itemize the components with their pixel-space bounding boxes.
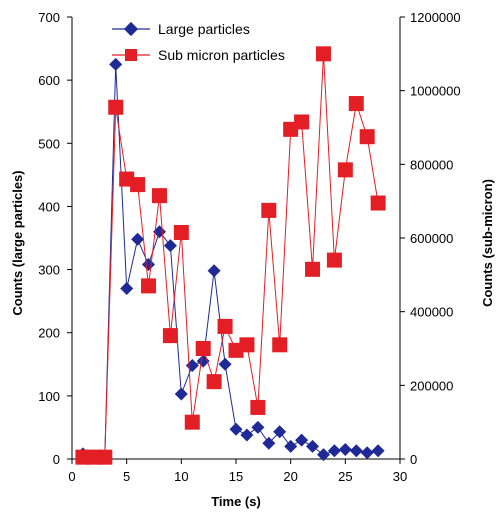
data-point-large-particles (306, 439, 319, 453)
data-point-sub-micron-particles (151, 188, 167, 204)
data-point-large-particles (262, 436, 276, 450)
y-right-axis-title: Counts (sub-micron) (480, 179, 495, 307)
y-left-tick-label: 400 (38, 199, 60, 214)
y-right-tick-label: 1200000 (410, 10, 461, 25)
data-point-sub-micron-particles (206, 374, 222, 390)
data-point-sub-micron-particles (261, 202, 277, 218)
data-point-large-particles (174, 387, 188, 401)
data-point-sub-micron-particles (294, 114, 310, 130)
data-point-large-particles (327, 444, 341, 458)
x-tick-label: 5 (123, 469, 130, 484)
data-point-large-particles (207, 264, 221, 278)
tick-labels: 0 5 10 15 20 25 300100200300400500600700020000… (38, 10, 460, 484)
data-point-sub-micron-particles (337, 162, 353, 178)
data-point-sub-micron-particles (315, 46, 331, 62)
legend-marker-large-particles (123, 21, 139, 37)
data-point-sub-micron-particles (141, 278, 157, 294)
y-left-tick-label: 300 (38, 263, 60, 278)
x-tick-label: 10 (174, 469, 188, 484)
y-right-tick-label: 400000 (410, 305, 453, 320)
data-point-large-particles (142, 258, 155, 271)
data-point-large-particles (163, 239, 177, 253)
x-tick-label: 20 (283, 469, 297, 484)
data-point-large-particles (371, 444, 385, 458)
data-point-large-particles (218, 357, 232, 371)
data-point-large-particles (240, 428, 254, 442)
data-point-large-particles (349, 444, 363, 458)
data-point-sub-micron-particles (250, 399, 266, 415)
data-point-large-particles (109, 57, 123, 71)
data-point-large-particles (338, 443, 352, 456)
legend-label-sub-micron-particles: Sub micron particles (158, 47, 285, 63)
data-point-sub-micron-particles (162, 328, 178, 344)
legend-marker-sub-micron-particles (125, 49, 137, 61)
data-point-sub-micron-particles (184, 414, 200, 430)
data-point-sub-micron-particles (370, 195, 386, 211)
data-point-sub-micron-particles (195, 341, 211, 356)
data-point-large-particles (131, 232, 145, 246)
x-tick-label: 30 (393, 469, 407, 484)
y-right-tick-label: 1000000 (410, 84, 461, 99)
data-point-sub-micron-particles (272, 337, 288, 353)
x-axis-title: Time (s) (211, 494, 261, 509)
y-left-tick-label: 100 (38, 389, 60, 404)
y-left-axis-title: Counts (large particles) (10, 170, 25, 315)
data-point-sub-micron-particles (305, 261, 321, 277)
y-right-tick-label: 800000 (410, 157, 453, 172)
y-left-tick-label: 0 (53, 452, 60, 467)
y-left-tick-label: 500 (38, 136, 60, 151)
data-point-sub-micron-particles (97, 449, 113, 465)
data-point-large-particles (229, 422, 243, 436)
data-point-sub-micron-particles (359, 129, 375, 145)
axes (67, 16, 405, 464)
y-right-tick-label: 600000 (410, 231, 453, 246)
data-point-sub-micron-particles (108, 99, 124, 115)
data-point-large-particles (317, 448, 330, 462)
data-point-large-particles (120, 282, 134, 295)
data-point-large-particles (251, 420, 265, 434)
y-right-tick-label: 200000 (410, 378, 453, 393)
data-point-large-particles (284, 439, 298, 453)
series-line-large-particles (82, 64, 379, 457)
data-point-sub-micron-particles (348, 96, 364, 112)
legend: Large particles Sub micron particles (112, 21, 285, 63)
legend-label-large-particles: Large particles (158, 21, 250, 37)
data-point-large-particles (360, 446, 374, 460)
data-point-sub-micron-particles (130, 177, 146, 193)
y-left-tick-label: 200 (38, 326, 60, 341)
y-left-tick-label: 600 (38, 73, 60, 88)
x-tick-label: 25 (338, 469, 352, 484)
data-point-sub-micron-particles (217, 318, 233, 334)
data-point-sub-micron-particles (326, 252, 342, 268)
x-tick-label: 0 (68, 469, 75, 484)
series-layer (75, 46, 386, 465)
y-right-tick-label: 0 (410, 452, 417, 467)
data-point-sub-micron-particles (173, 224, 189, 240)
data-point-sub-micron-particles (239, 337, 255, 353)
data-point-large-particles (295, 433, 309, 447)
x-tick-label: 15 (229, 469, 243, 484)
y-left-tick-label: 700 (38, 10, 60, 25)
data-point-large-particles (273, 425, 287, 439)
